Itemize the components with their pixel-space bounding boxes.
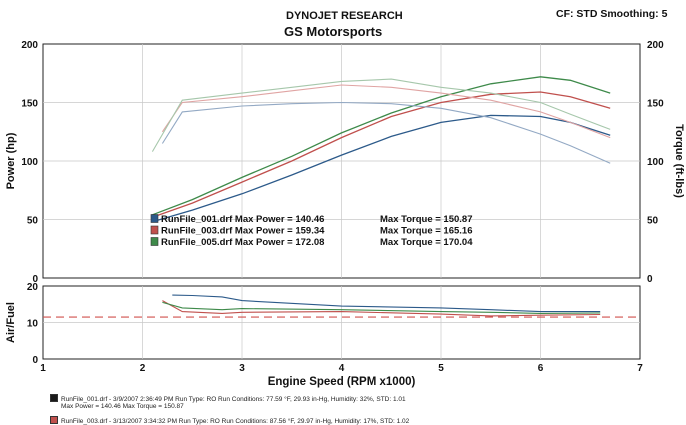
- x-tick-label: 2: [140, 363, 146, 374]
- x-tick-label: 6: [538, 363, 544, 374]
- power-line-run-1: [152, 114, 611, 223]
- brand-label: DYNOJET RESEARCH: [286, 10, 403, 22]
- torque-line-run-5: [151, 78, 611, 152]
- legend-swatch: [150, 214, 159, 223]
- settings-label: CF: STD Smoothing: 5: [556, 8, 668, 20]
- y-tick-left: 150: [21, 99, 38, 110]
- legend-torque: Max Torque = 170.04: [380, 237, 473, 248]
- power-line-run-3: [152, 91, 611, 218]
- x-tick-label: 3: [239, 363, 245, 374]
- y-axis-label-right: Torque (ft-lbs): [673, 124, 685, 198]
- x-tick-label: 5: [438, 363, 444, 374]
- air-fuel-tick: 20: [27, 282, 39, 293]
- footer-run-1-stats: Max Power = 140.46 Max Torque = 150.87: [61, 403, 184, 410]
- y-tick-left: 100: [21, 157, 38, 168]
- power-line-run-5: [152, 76, 611, 216]
- y-tick-right: 200: [647, 40, 664, 51]
- air-fuel-tick: 0: [32, 355, 38, 366]
- footer-run-1-line1: RunFile_001.drf - 3/9/2007 2:36:49 PM Ru…: [61, 396, 406, 403]
- footer-swatch-3: [50, 416, 58, 424]
- air-fuel-line-run-5: [162, 301, 601, 314]
- y-tick-right: 50: [647, 216, 659, 227]
- legend-label: RunFile_003.drf Max Power = 159.34: [161, 226, 325, 237]
- y-tick-left: 0: [32, 274, 38, 285]
- y-tick-left: 200: [21, 40, 38, 51]
- torque-line-run-3: [161, 84, 611, 139]
- y-tick-right: 100: [647, 157, 664, 168]
- x-tick-label: 7: [637, 363, 643, 374]
- torque-line-run-1: [161, 101, 611, 164]
- legend-label: RunFile_001.drf Max Power = 140.46: [161, 214, 324, 225]
- y-tick-right: 150: [647, 99, 664, 110]
- legend-swatch: [150, 225, 159, 235]
- x-tick-label: 4: [339, 363, 345, 374]
- air-fuel-axis-label: Air/Fuel: [5, 302, 17, 343]
- legend-swatch: [150, 237, 159, 246]
- y-tick-right: 0: [647, 274, 653, 285]
- legend-torque: Max Torque = 150.87: [380, 214, 473, 225]
- air-fuel-line-run-3: [162, 300, 601, 317]
- air-fuel-line-run-1: [172, 294, 601, 313]
- footer-run-1: RunFile_001.drf - 3/9/2007 2:36:49 PM Ru…: [50, 394, 406, 403]
- y-tick-left: 50: [27, 216, 39, 227]
- footer-run-3-line1: RunFile_003.drf - 3/13/2007 3:34:32 PM R…: [61, 418, 410, 425]
- air-fuel-tick: 10: [27, 319, 39, 330]
- x-tick-label: 1: [40, 363, 46, 374]
- x-axis-label: Engine Speed (RPM x1000): [268, 376, 416, 388]
- footer-run-3: RunFile_003.drf - 3/13/2007 3:34:32 PM R…: [50, 416, 409, 425]
- legend-label: RunFile_005.drf Max Power = 172.08: [161, 237, 324, 248]
- legend-torque: Max Torque = 165.16: [380, 226, 473, 237]
- y-axis-label-left: Power (hp): [5, 132, 17, 189]
- chart-title: GS Motorsports: [284, 24, 383, 39]
- footer-swatch-1: [50, 394, 58, 402]
